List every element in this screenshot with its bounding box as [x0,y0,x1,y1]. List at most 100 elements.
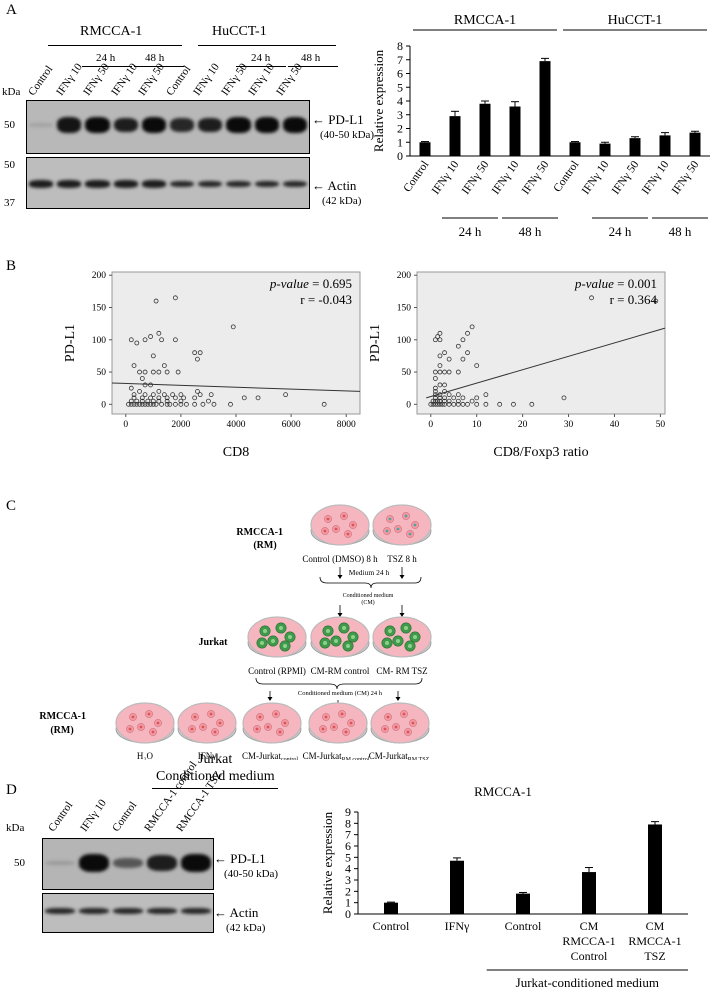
chart-b-right-point-51 [460,356,466,362]
chart-b-left-point-34 [156,395,162,401]
chart-d-title: RMCCA-1 [474,784,532,799]
chart-b-left-ytick-label: 200 [92,271,107,281]
chart-b-left-xtick-label: 2000 [171,420,190,430]
diagram-c-arrow-3-head [337,613,343,617]
chart-b-right-point-23 [455,398,461,404]
chart-b-left-point-37 [181,395,187,401]
chart-a-group-1: HuCCT-1 [608,13,663,28]
chart-a-bar-9 [689,132,701,156]
chart-b-left-ylabel: PD-L1 [63,324,78,362]
chart-b-right-point-59 [437,330,443,336]
blot-a-pdl1-label: ← PD-L1 [312,112,364,127]
blot-a-time-24h-1: 24 h [96,52,116,64]
chart-b-left-xtick-label: 8000 [337,420,356,430]
chart-b-left-point-30 [206,398,211,404]
chart-b-left-point-11 [159,401,164,407]
blot-a-48h-line-2 [288,66,338,67]
diagram-c-cm1b-label: (CM) [361,599,374,606]
chart-b-left-point-35 [164,395,170,401]
chart-a-ytick-label: 6 [397,67,403,81]
chart-b-right-xtick-label: 10 [472,420,482,430]
diagram-c-j2-label: CM-RM control [311,666,370,676]
blot-a-actin-band-5 [170,180,195,188]
blot-d-pdl1-band-1 [79,854,109,872]
blot-a-pdl1-band-0 [29,123,54,127]
chart-b-right-xtick-label: 50 [656,420,666,430]
chart-d-xtick-label-3-2: Control [571,949,608,963]
blot-d-lane-0: Control [46,799,76,834]
blot-d-kda: kDa [6,822,25,834]
chart-b-right-ytick-label: 150 [397,304,412,314]
chart-a-time-label-1: 48 h [519,224,542,239]
chart-b-right-pvalue: p-value = 0.001 [574,276,657,291]
chart-b-left-point-48 [208,392,214,398]
chart-b-right-point-49 [474,363,480,368]
chart-b-right-point-62 [469,324,475,330]
chart-b-right-r-value: r = 0.364 [610,292,658,307]
chart-d-ytick-label: 5 [345,850,351,864]
chart-b-left-point-13 [167,401,173,407]
blot-a-pdl1-size: (40-50 kDa) [320,129,375,141]
chart-b-left-ytick-label: 50 [97,368,107,378]
blot-a-actin-label: ← Actin [312,178,357,193]
chart-d-ytick-label: 0 [345,907,351,921]
diagram-c-j1-label: Control (RPMI) [248,666,306,676]
chart-b-right-point-64 [653,298,659,304]
diagram-c-dish-cm-rm-control [310,616,370,658]
panel-label-d: D [6,782,17,798]
chart-b-left-point-7 [145,401,151,407]
chart-b-right-point-25 [432,395,438,401]
chart-b-left-point-12 [164,401,170,407]
chart-d-xtick-label-4-1: RMCCA-1 [628,934,681,948]
blot-a-actin-band-4 [141,180,166,188]
chart-b-left-point-72 [134,340,140,346]
chart-d-xtick-label-0-0: Control [373,919,410,933]
chart-d-ylabel: Relative expression [320,811,335,914]
blot-a-marker-50b: 50 [4,159,15,171]
diagram-c-dish-cm-rm-tsz [372,616,432,658]
chart-b-right-point-54 [465,350,470,356]
chart-b-right-xlabel: CD8/Foxp3 ratio [493,445,588,460]
blot-d-actin-band-1 [79,908,109,914]
chart-b-right-point-55 [455,343,461,349]
blot-d-header-cm: Conditioned medium [156,769,275,784]
diagram-c-dish-dmso [310,504,370,546]
chart-b-left-point-57 [137,369,142,375]
diagram-c-j3-label: CM- RM TSZ [376,666,427,676]
chart-b-right-point-48 [437,363,443,368]
chart-d-group-label: Jurkat-conditioned medium [516,975,659,990]
chart-b-right-point-50 [446,356,452,362]
blot-a-pdl1-band-4 [141,117,166,133]
chart-b-left-xtick-label: 6000 [282,420,301,430]
chart-a-ytick-label: 0 [397,149,403,163]
chart-b-left-point-52 [195,389,200,394]
blot-d-header-jurkat: Jurkat [198,752,233,767]
chart-b-right-point-34 [446,392,452,398]
chart-b-left-point-55 [148,382,153,388]
chart-b-right-point-41 [442,382,447,388]
chart-b-right-point-17 [430,398,436,404]
chart-a-xtick-label-3: IFNγ 10 [490,159,522,197]
diagram-c-rm-title-2: RMCCA-1 [39,711,86,722]
chart-b-right-point-56 [437,337,443,343]
chart-a-xtick-label-4: IFNγ 50 [520,159,552,197]
blot-a-pdl1-name: PD-L1 [328,112,364,127]
blot-a-pdl1-band-2 [85,117,110,133]
chart-b-left-point-66 [150,353,156,359]
panel-label-b: B [6,258,17,274]
blot-d-actin-label: ← Actin [214,905,259,920]
chart-b-left-point-49 [283,392,289,398]
chart-b-right-point-45 [432,369,438,375]
chart-a-xtick-label-1: IFNγ 10 [430,159,462,197]
chart-a-xtick-label-5: Control [551,159,581,195]
blot-a-actin-band-6 [198,180,223,188]
chart-a-ylabel: Relative expression [371,49,386,152]
chart-b-right-point-44 [442,369,447,375]
chart-d-bar-4 [648,824,662,914]
chart-b-right-ytick-label: 50 [402,368,412,378]
blot-d-pdl1-band-4 [181,854,211,872]
blot-a-actin-band-3 [113,180,138,188]
chart-b-left-point-64 [161,363,167,368]
chart-b-right-point-46 [446,369,452,375]
